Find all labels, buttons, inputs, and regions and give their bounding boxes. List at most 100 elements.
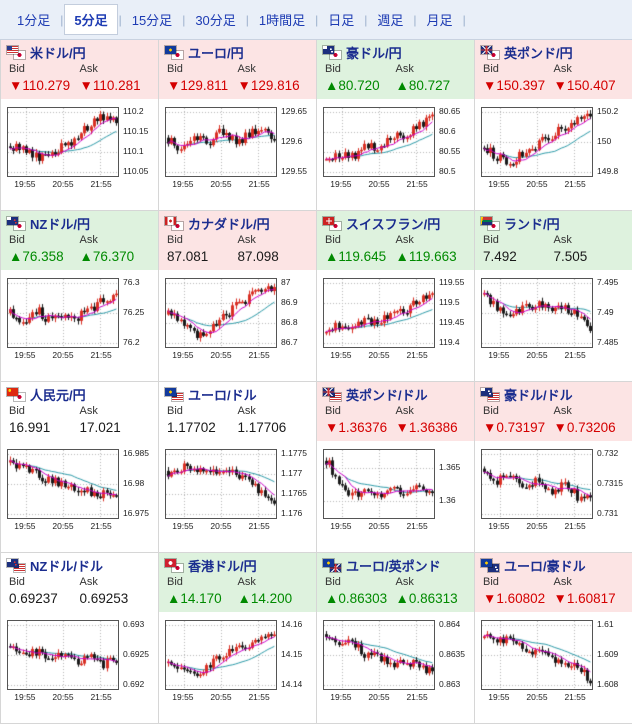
chart-x-axis: 19:55 20:55 21:55 [7,519,119,531]
x-axis-label: 21:55 [90,179,112,189]
ask-value: 0.69253 [79,591,129,606]
y-axis-label: 80.5 [439,166,456,176]
currency-pair-panel[interactable]: 香港ドル/円 Bid Ask ▲14.170 ▲14.200 14.16 14.1… [159,553,317,724]
timeframe-tab-3[interactable]: 15分足 [131,13,173,28]
base-currency-flag-icon [322,558,335,568]
currency-pair-panel[interactable]: 人民元/円 Bid Ask 16.991 17.021 16.985 16.98 1… [1,382,159,553]
currency-pair-panel[interactable]: スイスフラン/円 Bid Ask ▲119.645 ▲119.663 119.5… [317,211,475,382]
chart-plot-box [481,278,593,348]
currency-pair-panel[interactable]: カナダドル/円 Bid Ask 87.081 87.098 87 86.9 86.8… [159,211,317,382]
bid-label: Bid [9,63,25,75]
currency-flags-icon [164,387,184,402]
currency-pair-panel[interactable]: 豪ドル/ドル Bid Ask ▼0.73197 ▼0.73206 0.732 0.… [475,382,632,553]
ask-label: Ask [395,234,414,246]
y-axis-label: 76.25 [123,307,145,317]
base-currency-flag-icon [480,45,493,55]
timeframe-tab-6[interactable]: 日足 [328,13,355,28]
candlestick-chart: 1.61 1.609 1.608 19:55 20:55 21:55 [481,620,632,702]
ask-label: Ask [79,405,98,417]
candlestick-chart: 0.864 0.8635 0.863 19:55 20:55 21:55 [323,620,474,702]
chart-canvas [482,279,592,347]
panel-quote-area: スイスフラン/円 Bid Ask ▲119.645 ▲119.663 [317,211,474,270]
chart-y-axis: 0.732 0.7315 0.731 [595,449,632,519]
timeframe-tab-7[interactable]: 週足 [377,13,404,28]
chart-canvas [482,450,592,518]
pair-name: NZドル/円 [30,217,90,232]
chart-plot-box [323,620,435,690]
ask-label: Ask [237,234,256,246]
y-axis-label: 0.693 [123,619,145,629]
base-currency-flag-icon [322,216,335,226]
currency-pair-panel[interactable]: 米ドル/円 Bid Ask ▼110.279 ▼110.281 110.2 110… [1,40,159,211]
currency-pair-panel[interactable]: ランド/円 Bid Ask 7.492 7.505 7.495 7.49 7.485… [475,211,632,382]
pair-name: ユーロ/ドル [188,388,257,403]
ask-value: ▼150.407 [553,78,616,93]
candlestick-chart: 1.1775 1.177 1.1765 1.176 19:55 20:55 21:55 [165,449,316,531]
panel-quote-area: 人民元/円 Bid Ask 16.991 17.021 [1,382,158,441]
chart-canvas [166,279,276,347]
bid-label: Bid [325,405,341,417]
currency-flags-icon [322,387,342,402]
chart-y-axis: 0.864 0.8635 0.863 [437,620,474,690]
x-axis-label: 19:55 [488,521,510,531]
ask-label: Ask [553,234,572,246]
x-axis-label: 20:55 [526,521,548,531]
y-axis-label: 150 [597,136,612,146]
bid-value: ▼0.73197 [483,420,546,435]
currency-pair-panel[interactable]: ユーロ/ドル Bid Ask 1.17702 1.17706 1.1775 1.1… [159,382,317,553]
currency-pair-panel[interactable]: NZドル/円 Bid Ask ▲76.358 ▲76.370 76.3 76.25… [1,211,159,382]
timeframe-tab-8[interactable]: 月足 [426,13,453,28]
chart-plot-box [165,620,277,690]
bid-value: ▲14.170 [167,591,222,606]
timeframe-tab-1[interactable]: 1分足 [17,13,51,28]
bid-value: 7.492 [483,249,517,264]
panel-quote-area: ユーロ/円 Bid Ask ▼129.811 ▼129.816 [159,40,316,99]
y-axis-label: 14.16 [281,619,303,629]
timeframe-tab-5[interactable]: 1時間足 [258,13,306,28]
chart-plot-box [165,278,277,348]
currency-pair-panel[interactable]: ユーロ/英ポンド Bid Ask ▲0.86303 ▲0.86313 0.864… [317,553,475,724]
candlestick-chart: 0.693 0.6925 0.692 19:55 20:55 21:55 [7,620,158,702]
bid-value: 0.69237 [9,591,58,606]
tab-separator: | [245,12,249,27]
chart-plot-box [7,620,119,690]
x-axis-label: 20:55 [210,179,232,189]
x-axis-label: 21:55 [406,179,428,189]
currency-pair-panel[interactable]: NZドル/ドル Bid Ask 0.69237 0.69253 0.693 0.6… [1,553,159,724]
x-axis-label: 20:55 [368,350,390,360]
x-axis-label: 20:55 [52,350,74,360]
ask-label: Ask [79,234,98,246]
x-axis-label: 19:55 [172,521,194,531]
chart-x-axis: 19:55 20:55 21:55 [323,177,435,189]
currency-pair-panel[interactable]: 豪ドル/円 Bid Ask ▲80.720 ▲80.727 80.65 80.6 8… [317,40,475,211]
currency-pair-panel[interactable]: 英ポンド/ドル Bid Ask ▼1.36376 ▼1.36386 1.365 1… [317,382,475,553]
bid-label: Bid [325,576,341,588]
chart-y-axis: 150.2 150 149.8 [595,107,632,177]
panel-quote-area: 豪ドル/円 Bid Ask ▲80.720 ▲80.727 [317,40,474,99]
x-axis-label: 19:55 [488,179,510,189]
currency-pair-panel[interactable]: ユーロ/豪ドル Bid Ask ▼1.60802 ▼1.60817 1.61 1.… [475,553,632,724]
currency-pair-panel[interactable]: 英ポンド/円 Bid Ask ▼150.397 ▼150.407 150.2 15… [475,40,632,211]
y-axis-label: 110.15 [123,126,149,136]
currency-flags-icon [6,387,26,402]
quote-currency-flag-icon [329,392,342,402]
timeframe-tab-4[interactable]: 30分足 [195,13,236,28]
chart-y-axis: 1.1775 1.177 1.1765 1.176 [279,449,316,519]
ask-value: ▲119.663 [395,249,457,264]
chart-plot-box [323,107,435,177]
bid-value: ▼1.36376 [325,420,388,435]
candlestick-chart: 7.495 7.49 7.485 19:55 20:55 21:55 [481,278,632,360]
quote-currency-flag-icon [487,563,500,573]
bid-label: Bid [483,234,499,246]
x-axis-label: 20:55 [368,179,390,189]
bid-value: ▲0.86303 [325,591,388,606]
chart-x-axis: 19:55 20:55 21:55 [7,177,119,189]
chart-y-axis: 14.16 14.15 14.14 [279,619,316,690]
chart-plot-box [7,449,119,519]
x-axis-label: 20:55 [526,692,548,702]
x-axis-label: 21:55 [90,350,112,360]
timeframe-tab-2[interactable]: 5分足 [64,4,118,35]
pair-name: 香港ドル/円 [188,559,257,574]
currency-pair-panel[interactable]: ユーロ/円 Bid Ask ▼129.811 ▼129.816 129.65 12… [159,40,317,211]
y-axis-label: 129.65 [281,106,307,116]
